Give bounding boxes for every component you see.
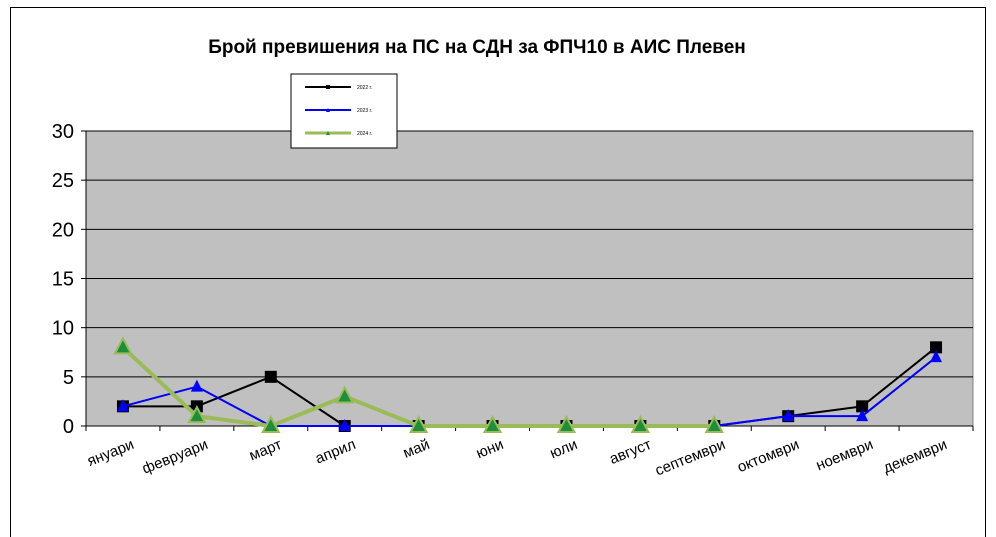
data-point [930,350,943,363]
data-point [116,399,129,412]
data-point [264,370,277,383]
legend-marker [326,131,330,135]
legend: 2022 г. 2023 г. 2024 г. [290,73,398,149]
legend-marker [326,85,330,89]
legend-label: 2022 г. [357,85,372,91]
data-point [856,400,869,413]
data-point [335,385,355,404]
legend-label: 2024 г. [357,131,372,137]
x-tick-label: февруари [140,436,211,478]
frame-top-border [10,7,986,8]
y-tick-label: 20 [52,219,74,241]
y-tick-label: 30 [52,121,74,143]
data-point [338,419,351,431]
data-point [704,414,724,433]
x-tick-label: април [313,436,358,467]
x-tick-label: март [247,436,285,464]
y-tick-label: 0 [63,416,74,438]
data-point [187,405,207,424]
x-tick-label: септември [653,436,728,479]
x-tick-label: май [401,436,432,462]
data-point [113,336,133,355]
legend-marker [326,108,330,112]
data-point [782,409,795,422]
y-tick-label: 15 [52,269,74,291]
chart-title: Брой превишения на ПС на СДН за ФПЧ10 в … [208,37,746,58]
x-tick-label: декември [881,436,950,477]
legend-label: 2023 г. [357,108,372,114]
x-tick-label: юли [548,436,580,462]
data-point [482,414,503,433]
x-tick-label: август [607,436,654,468]
x-tick-label: юни [474,436,506,462]
x-tick-label: ноември [814,436,876,474]
data-point [261,414,281,433]
data-point [556,414,577,433]
y-tick-label: 25 [52,170,74,192]
frame-right-border [985,7,986,537]
y-tick-label: 5 [63,367,74,389]
data-point [190,379,203,392]
data-point [408,414,429,433]
data-point [930,341,943,354]
frame-left-border [10,7,11,537]
data-point [630,414,651,433]
plot-area: 0 5 10 15 20 25 30 януари февруари март април май юн… [52,121,974,479]
y-tick-label: 10 [52,318,74,340]
x-tick-label: октомври [735,436,802,476]
data-point [856,409,869,422]
x-tick-label: януари [85,436,137,470]
